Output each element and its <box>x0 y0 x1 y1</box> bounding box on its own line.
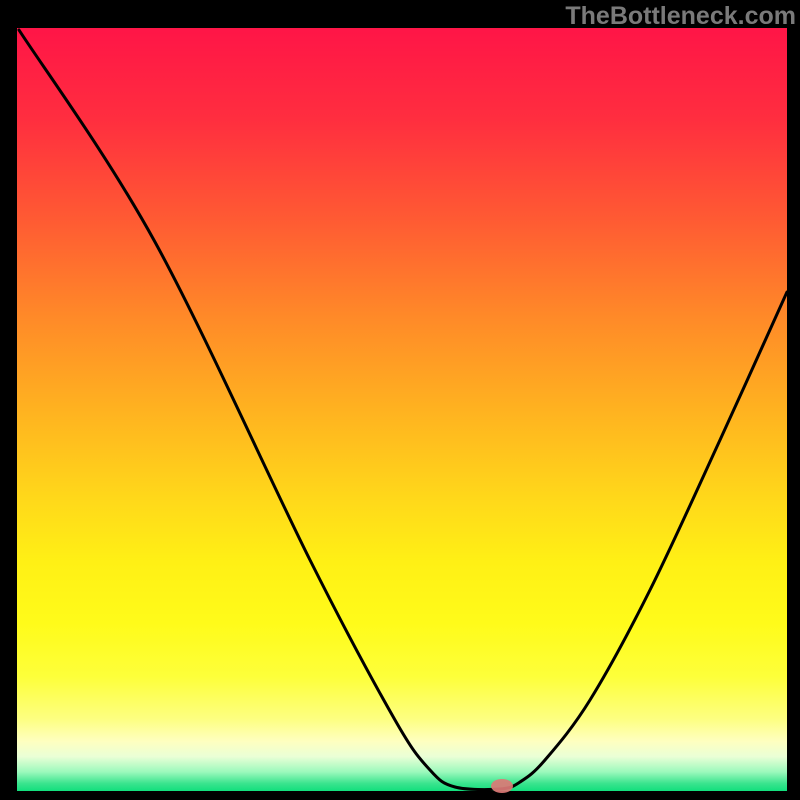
chart-curve-layer <box>0 0 800 800</box>
chart-minimum-marker <box>491 779 513 793</box>
bottleneck-curve-path <box>19 30 787 790</box>
bottleneck-chart: TheBottleneck.com <box>0 0 800 800</box>
watermark-text: TheBottleneck.com <box>565 2 796 31</box>
